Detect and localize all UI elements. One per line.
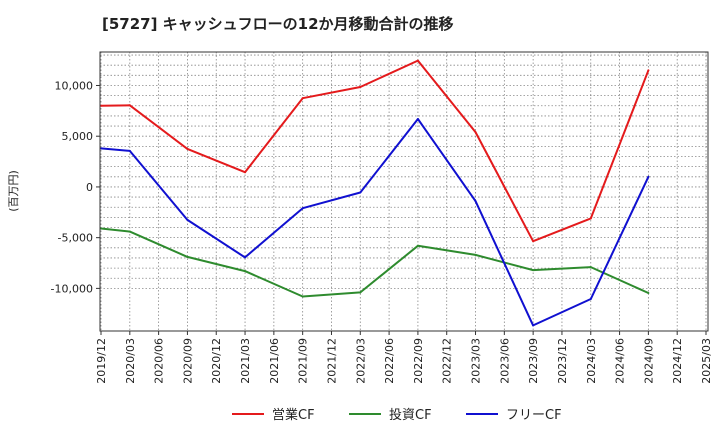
grid-lines (100, 52, 708, 331)
legend-item: 投資CF (349, 407, 432, 423)
x-tick-label: 2025/03 (700, 338, 713, 384)
data-point (301, 97, 304, 100)
x-tick-label: 2024/12 (671, 338, 684, 384)
y-tick-label: -10,000 (51, 282, 93, 295)
data-point (589, 266, 592, 269)
series-フリーCF (100, 117, 650, 327)
data-point (532, 324, 535, 327)
data-point (647, 175, 650, 178)
y-tick-label: -5,000 (58, 232, 93, 245)
x-tick-label: 2020/09 (181, 338, 194, 384)
data-point (128, 149, 131, 152)
legend-label: フリーCF (506, 408, 562, 423)
data-point (186, 218, 189, 221)
x-tick-label: 2022/09 (412, 338, 425, 384)
data-point (474, 253, 477, 256)
series-line (100, 118, 650, 327)
data-point (186, 255, 189, 258)
x-tick-label: 2021/12 (325, 338, 338, 384)
data-point (474, 131, 477, 134)
x-tick-label: 2021/03 (239, 338, 252, 384)
x-tick-label: 2024/03 (585, 338, 598, 384)
x-tick-label: 2019/12 (95, 338, 108, 384)
y-tick-label: 0 (86, 181, 93, 194)
series-layer (100, 59, 650, 327)
data-point (532, 240, 535, 243)
data-point (301, 295, 304, 298)
data-point (647, 291, 650, 294)
x-tick-label: 2020/03 (124, 338, 137, 384)
data-point (128, 104, 131, 107)
legend-label: 投資CF (389, 407, 432, 423)
data-point (301, 207, 304, 210)
data-point (474, 200, 477, 203)
data-point (416, 244, 419, 247)
y-tick-label: 10,000 (55, 79, 94, 92)
x-tick-label: 2023/09 (527, 338, 540, 384)
x-tick-label: 2023/06 (498, 338, 511, 384)
legend-label: 営業CF (272, 407, 315, 423)
data-point (416, 59, 419, 62)
x-tick-label: 2020/12 (210, 338, 223, 384)
series-投資CF (100, 227, 650, 298)
data-point (244, 171, 247, 174)
data-point (359, 191, 362, 194)
x-tick-label: 2024/06 (614, 338, 627, 384)
series-営業CF (100, 59, 650, 243)
x-tick-label: 2022/06 (383, 338, 396, 384)
data-point (359, 86, 362, 89)
plot-frame (99, 51, 709, 332)
data-point (128, 230, 131, 233)
legend-item: フリーCF (466, 408, 562, 423)
x-tick-label: 2022/12 (441, 338, 454, 384)
x-tick-label: 2023/03 (470, 338, 483, 384)
data-point (244, 256, 247, 259)
series-line (100, 227, 649, 298)
data-point (186, 147, 189, 150)
data-point (359, 291, 362, 294)
x-tick-label: 2021/06 (268, 338, 281, 384)
y-tick-label: 5,000 (62, 130, 94, 143)
data-point (589, 217, 592, 220)
chart-title: [5727] キャッシュフローの12か月移動合計の推移 (102, 15, 454, 33)
x-tick-label: 2020/06 (153, 338, 166, 384)
x-axis: 2019/12 2020/03 2020/06 2020/09 2020/12 2021/… (95, 331, 713, 384)
x-tick-label: 2022/03 (354, 338, 367, 384)
y-axis-label: (百万円) (7, 170, 20, 212)
y-axis: 10,000 5,000 0 -5,000 -10,000 (51, 79, 100, 295)
data-point (589, 298, 592, 301)
x-tick-label: 2021/09 (297, 338, 310, 384)
data-point (416, 117, 419, 120)
data-point (532, 269, 535, 272)
data-point (647, 69, 650, 72)
data-point (244, 270, 247, 273)
x-tick-label: 2024/09 (642, 338, 655, 384)
x-tick-label: 2023/12 (556, 338, 569, 384)
legend-item: 営業CF (232, 407, 315, 423)
legend: 営業CF 投資CF フリーCF (232, 407, 562, 423)
